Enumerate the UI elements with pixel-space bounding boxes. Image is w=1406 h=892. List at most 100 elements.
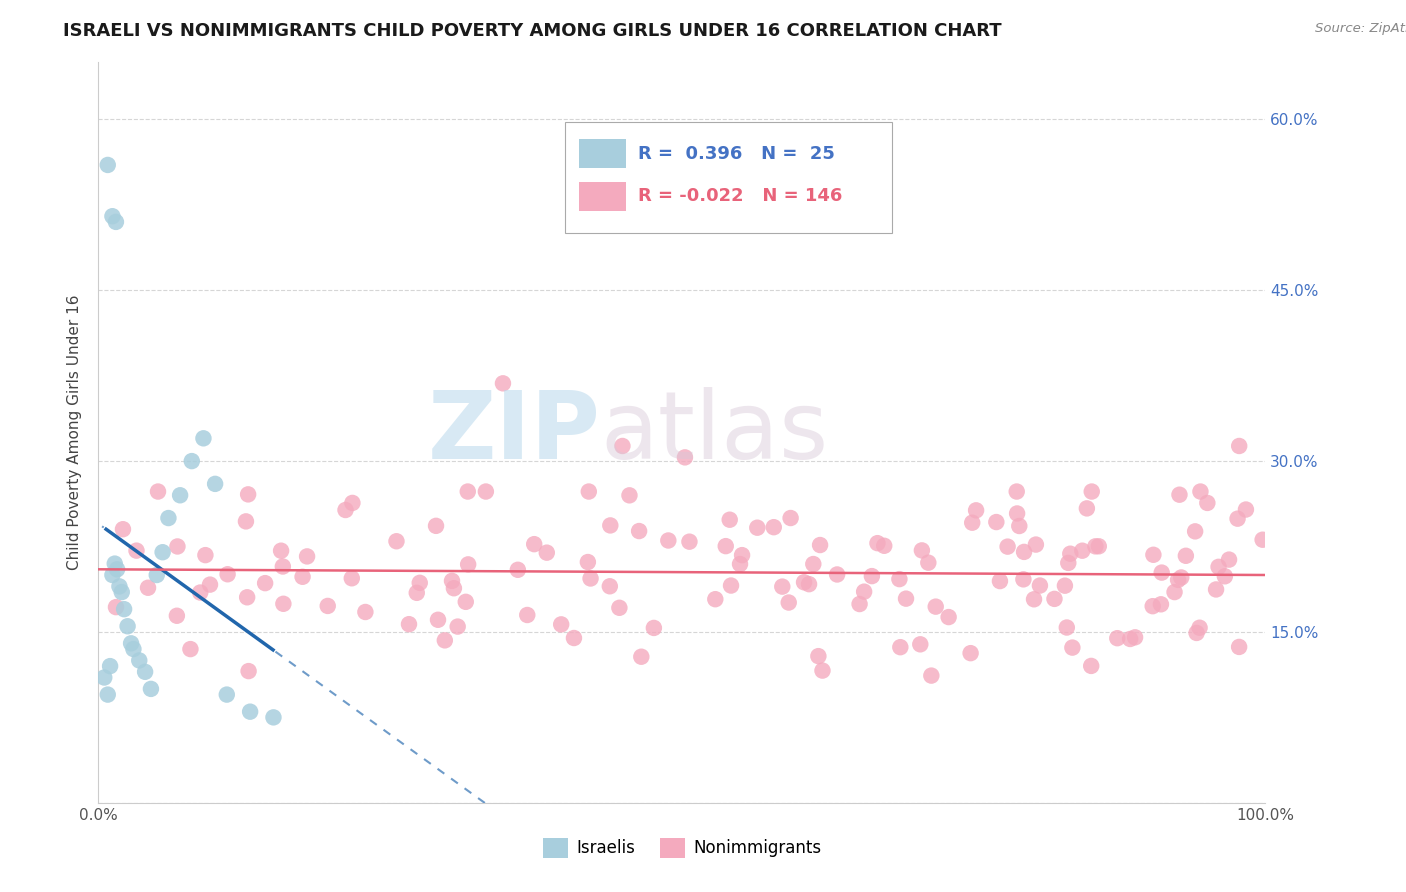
Point bbox=[657, 533, 679, 548]
Point bbox=[728, 557, 751, 571]
Point bbox=[1218, 552, 1240, 566]
Point bbox=[433, 633, 456, 648]
Point bbox=[146, 484, 169, 499]
Point bbox=[198, 577, 221, 591]
Point bbox=[1043, 591, 1066, 606]
Point bbox=[122, 642, 145, 657]
Point bbox=[1107, 631, 1129, 645]
Point bbox=[1197, 496, 1219, 510]
Point bbox=[157, 511, 180, 525]
Point bbox=[720, 578, 742, 592]
Point bbox=[1012, 545, 1035, 559]
Point bbox=[101, 209, 124, 223]
Point bbox=[1053, 579, 1076, 593]
Point bbox=[443, 581, 465, 595]
Point bbox=[997, 540, 1019, 554]
Point bbox=[335, 503, 357, 517]
Point bbox=[385, 534, 408, 549]
FancyBboxPatch shape bbox=[579, 138, 626, 169]
Point bbox=[215, 688, 238, 702]
Point bbox=[1088, 539, 1111, 553]
Point bbox=[1056, 620, 1078, 634]
FancyBboxPatch shape bbox=[565, 121, 891, 233]
Text: R =  0.396   N =  25: R = 0.396 N = 25 bbox=[637, 145, 834, 162]
Point bbox=[98, 659, 121, 673]
Point bbox=[217, 567, 239, 582]
Point bbox=[1226, 511, 1249, 525]
Point bbox=[273, 597, 295, 611]
Point bbox=[1251, 533, 1274, 547]
Text: R = -0.022   N = 146: R = -0.022 N = 146 bbox=[637, 187, 842, 205]
Point bbox=[762, 520, 785, 534]
Point bbox=[1185, 626, 1208, 640]
Text: ISRAELI VS NONIMMIGRANTS CHILD POVERTY AMONG GIRLS UNDER 16 CORRELATION CHART: ISRAELI VS NONIMMIGRANTS CHILD POVERTY A… bbox=[63, 22, 1002, 40]
Point bbox=[1142, 548, 1164, 562]
Point bbox=[117, 619, 139, 633]
Point bbox=[454, 595, 477, 609]
Point bbox=[440, 574, 463, 588]
Point bbox=[811, 664, 834, 678]
Point bbox=[239, 705, 262, 719]
Text: ZIP: ZIP bbox=[427, 386, 600, 479]
Point bbox=[731, 548, 754, 562]
Point bbox=[911, 543, 934, 558]
Point bbox=[988, 574, 1011, 588]
Point bbox=[1119, 632, 1142, 646]
Point bbox=[1012, 572, 1035, 586]
Point bbox=[1167, 573, 1189, 587]
Point bbox=[125, 543, 148, 558]
Point bbox=[807, 649, 830, 664]
Point bbox=[1029, 578, 1052, 592]
Point bbox=[128, 653, 150, 667]
Point bbox=[576, 555, 599, 569]
Point bbox=[238, 664, 260, 678]
Point bbox=[166, 608, 188, 623]
Point bbox=[917, 556, 939, 570]
Point bbox=[797, 577, 820, 591]
Point bbox=[678, 534, 700, 549]
Point bbox=[405, 586, 427, 600]
Point bbox=[612, 439, 634, 453]
Point bbox=[1005, 507, 1028, 521]
Point bbox=[550, 617, 572, 632]
Point bbox=[194, 548, 217, 562]
Point bbox=[965, 503, 987, 517]
Point bbox=[457, 484, 479, 499]
Point bbox=[152, 545, 174, 559]
Point bbox=[506, 563, 529, 577]
Point bbox=[714, 539, 737, 553]
Point bbox=[254, 576, 277, 591]
Point bbox=[523, 537, 546, 551]
Point bbox=[808, 538, 831, 552]
Point bbox=[236, 591, 259, 605]
Point bbox=[599, 579, 621, 593]
Point bbox=[1174, 549, 1197, 563]
Point bbox=[1025, 538, 1047, 552]
Point bbox=[579, 572, 602, 586]
Point bbox=[1205, 582, 1227, 597]
Point bbox=[986, 515, 1008, 529]
Point bbox=[179, 642, 201, 657]
Point bbox=[112, 602, 135, 616]
Point bbox=[457, 558, 479, 572]
Point bbox=[166, 540, 188, 554]
Point bbox=[104, 600, 127, 615]
Point bbox=[1057, 556, 1080, 570]
Point bbox=[536, 546, 558, 560]
Point bbox=[262, 710, 284, 724]
Point bbox=[1080, 484, 1102, 499]
Point bbox=[643, 621, 665, 635]
Point bbox=[609, 600, 631, 615]
Point bbox=[1080, 659, 1102, 673]
Point bbox=[718, 513, 741, 527]
Point bbox=[93, 671, 115, 685]
Point bbox=[354, 605, 377, 619]
Point bbox=[475, 484, 498, 499]
Point bbox=[340, 571, 363, 585]
Point bbox=[578, 484, 600, 499]
Point bbox=[134, 665, 156, 679]
Point bbox=[425, 519, 447, 533]
Point bbox=[960, 516, 983, 530]
Point bbox=[779, 511, 801, 525]
Point bbox=[1008, 519, 1031, 533]
